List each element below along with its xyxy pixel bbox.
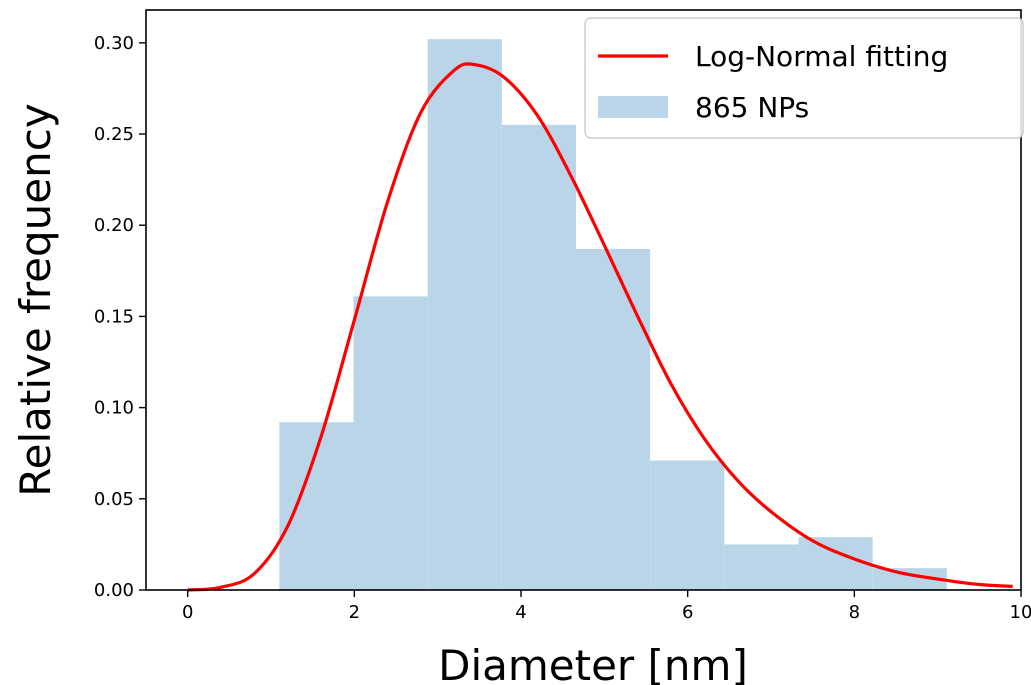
y-tick-label: 0.15: [94, 306, 134, 327]
axes-frame: [145, 9, 1022, 591]
legend-label-fit: Log-Normal fitting: [695, 40, 948, 73]
y-tick-label: 0.20: [94, 215, 134, 236]
histogram-bar: [427, 39, 502, 591]
y-tick-label: 0.00: [94, 580, 134, 601]
histogram-bar: [650, 460, 725, 590]
y-tick-label: 0.10: [94, 398, 134, 419]
y-tick-label: 0.05: [94, 489, 134, 510]
x-axis-title: Diameter [nm]: [438, 641, 748, 685]
histogram-bar: [576, 248, 651, 590]
x-tick-label: 2: [349, 602, 360, 623]
axes: 0 2 4 6 8 10 0.00 0.05 0.10 0.15 0.20 0.25 0.30: [94, 9, 1031, 623]
legend-box: [584, 17, 1024, 139]
histogram-bar: [872, 568, 947, 590]
legend-label-histogram: 865 NPs: [695, 91, 809, 124]
histogram-bar: [724, 544, 799, 590]
log-normal-fit-line: [187, 62, 1013, 592]
x-tick-label: 6: [682, 602, 693, 623]
x-tick-label: 10: [1010, 602, 1031, 623]
x-tick-label: 8: [849, 602, 860, 623]
legend: Log-Normal fitting 865 NPs: [584, 17, 1024, 139]
legend-bar-swatch: [598, 96, 668, 118]
histogram-bar: [501, 124, 576, 590]
histogram-bar: [353, 296, 428, 590]
y-tick-label: 0.30: [94, 33, 134, 54]
x-tick-label: 0: [182, 602, 193, 623]
y-tick-label: 0.25: [94, 124, 134, 145]
y-axis-title: Relative frequency: [11, 103, 60, 496]
x-tick-label: 4: [515, 602, 526, 623]
plot-area: [187, 39, 1013, 592]
histogram-bar: [798, 537, 873, 590]
